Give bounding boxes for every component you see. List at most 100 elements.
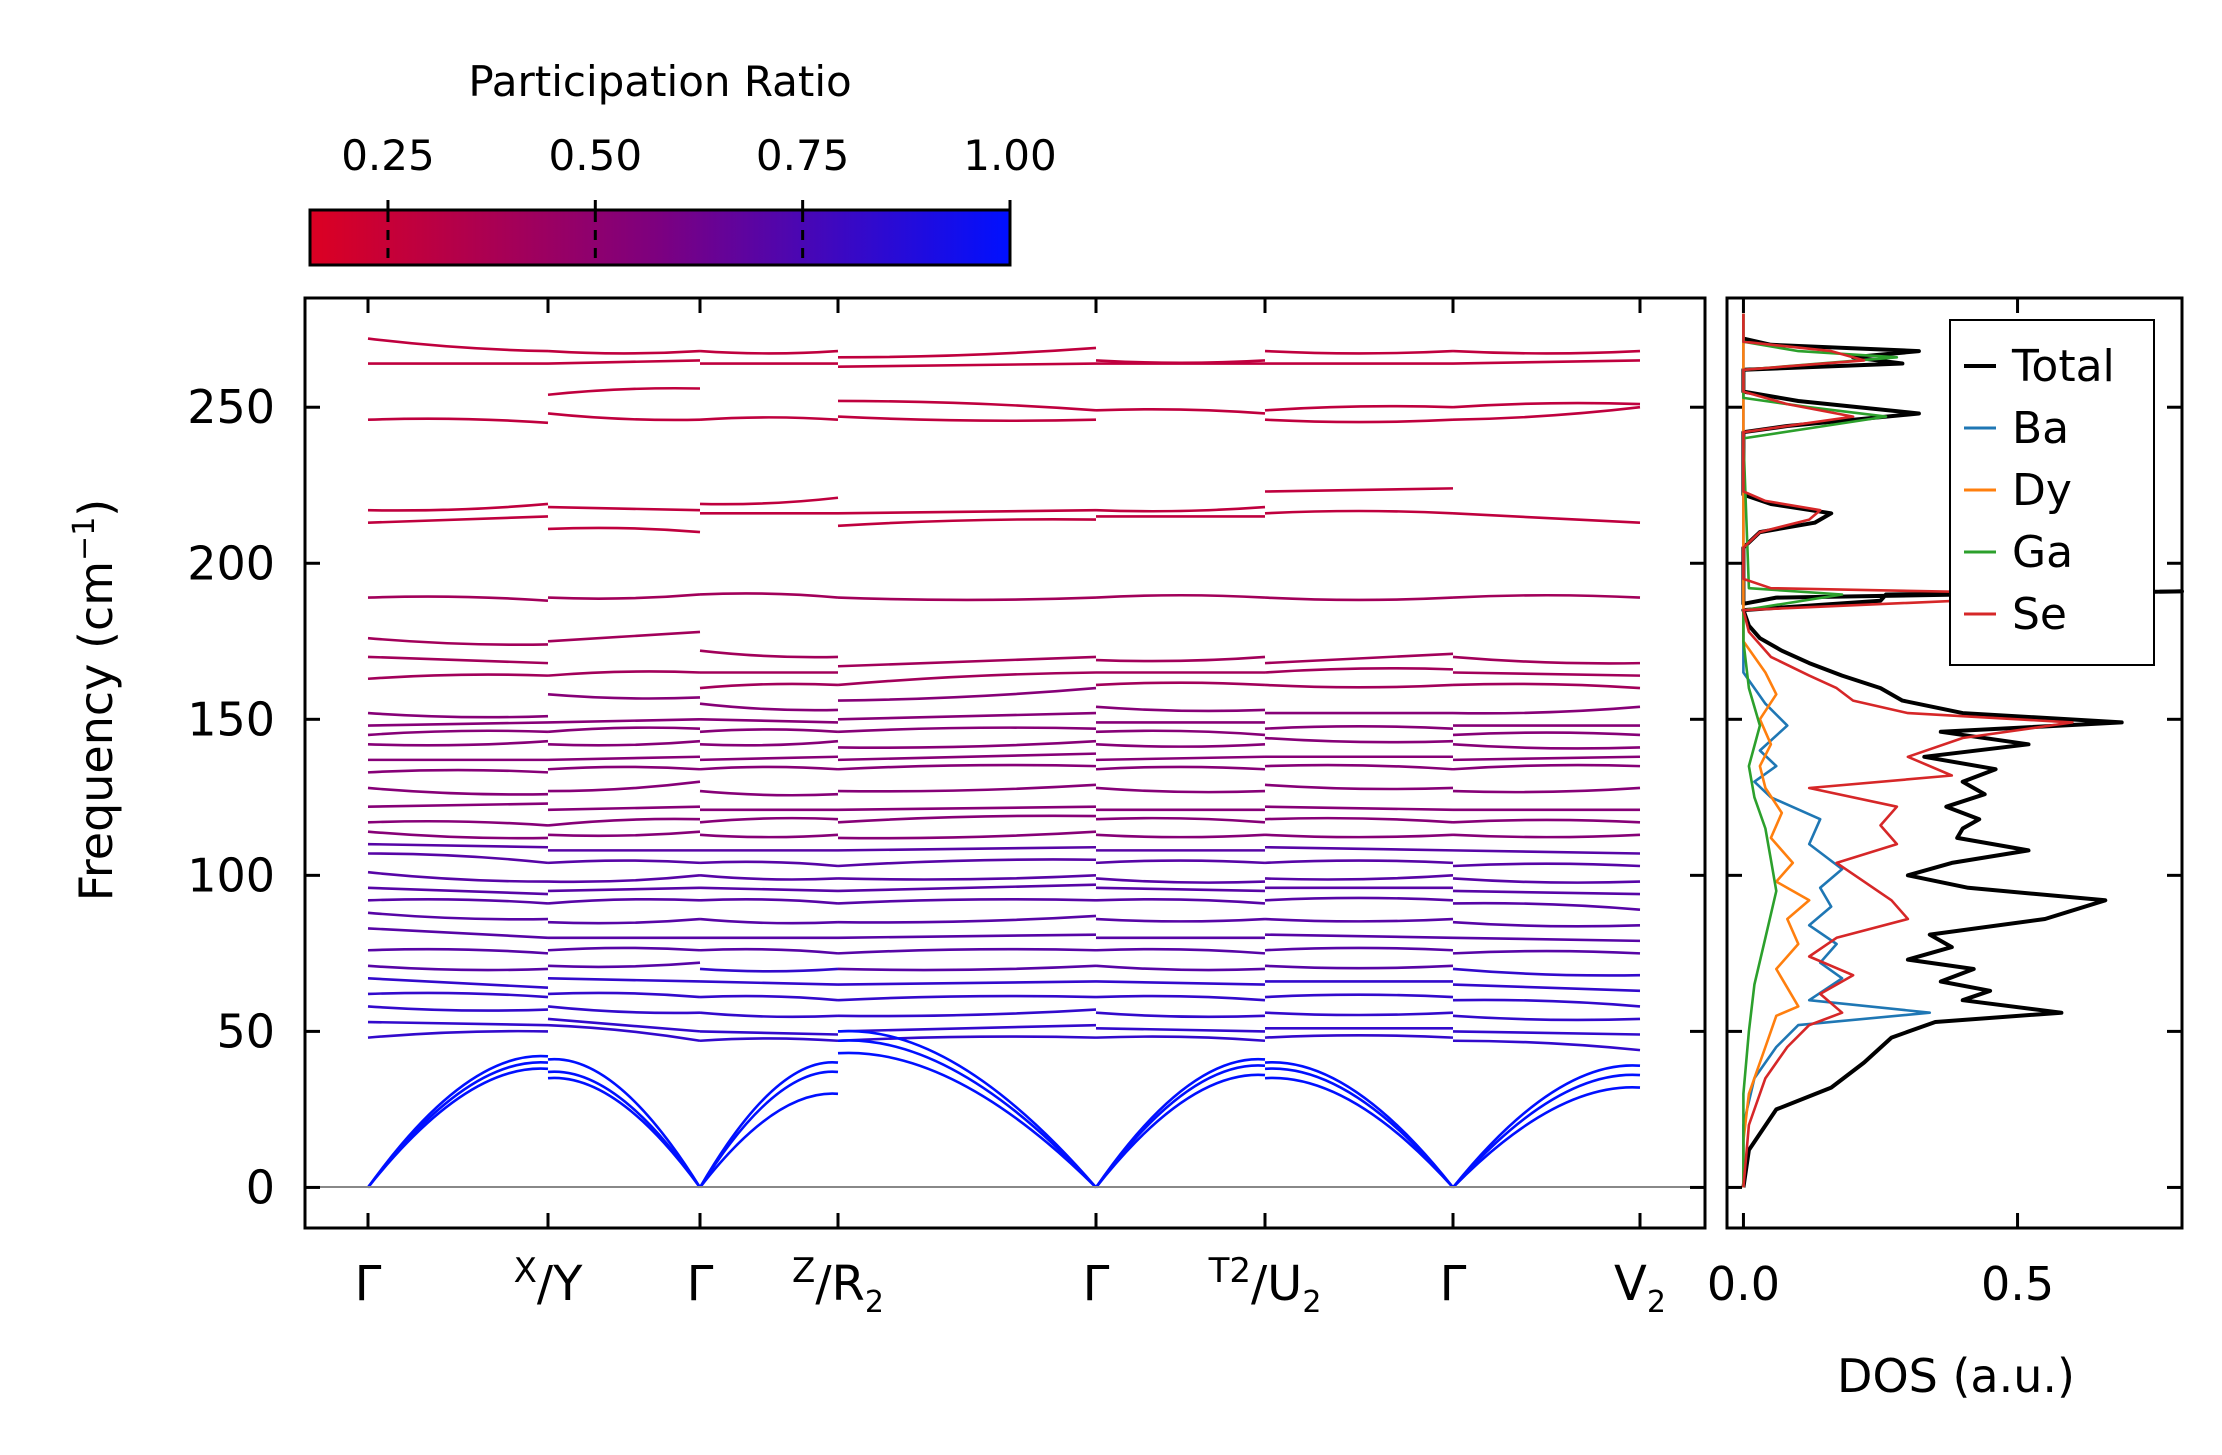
- optical-band: [367, 595, 549, 603]
- colorbar-title: Participation Ratio: [468, 57, 851, 106]
- optical-band: [1452, 705, 1641, 715]
- acoustic-band: [698, 1070, 839, 1189]
- optical-band: [547, 805, 701, 812]
- optical-band: [699, 980, 839, 986]
- optical-band: [837, 845, 1097, 852]
- optical-band: [1264, 783, 1454, 791]
- optical-band: [547, 817, 701, 827]
- optical-band: [1452, 889, 1641, 896]
- colorbar-tick-label: 0.50: [549, 131, 643, 180]
- optical-band: [367, 911, 549, 921]
- optical-band: [837, 947, 1097, 955]
- acoustic-band: [366, 1067, 549, 1189]
- optical-band: [367, 729, 549, 737]
- dos-curve-se: [1742, 313, 2102, 1188]
- band-y-tick-label: 150: [187, 692, 275, 746]
- optical-band: [547, 726, 701, 734]
- optical-band: [1452, 401, 1641, 409]
- optical-band: [367, 842, 549, 849]
- optical-band: [837, 752, 1097, 762]
- optical-band: [699, 496, 839, 506]
- optical-band: [367, 852, 549, 865]
- optical-band: [547, 897, 701, 905]
- optical-band: [837, 671, 1097, 687]
- optical-band: [547, 1023, 701, 1043]
- optical-band: [837, 655, 1097, 668]
- optical-band: [367, 991, 549, 999]
- optical-band: [547, 780, 701, 793]
- optical-band: [1452, 405, 1641, 422]
- optical-band: [1452, 901, 1641, 911]
- optical-band: [837, 964, 1097, 972]
- high-symmetry-label: X/Y: [514, 1251, 583, 1312]
- band-axes-frame: [303, 296, 1707, 1230]
- optical-band: [367, 1020, 549, 1027]
- colorbar-gradient: [308, 208, 1012, 267]
- optical-band: [1095, 705, 1266, 713]
- optical-band: [1264, 596, 1454, 602]
- optical-band: [1095, 1011, 1266, 1019]
- optical-band: [837, 518, 1097, 528]
- optical-band: [1264, 896, 1454, 902]
- optical-band: [1264, 964, 1454, 970]
- optical-band: [547, 693, 701, 700]
- optical-band: [699, 702, 839, 712]
- optical-band: [1264, 993, 1454, 999]
- acoustic-band: [1264, 1061, 1455, 1189]
- legend-box: [1949, 319, 2155, 666]
- optical-band: [1095, 964, 1266, 972]
- optical-band: [367, 673, 549, 681]
- optical-band: [699, 816, 839, 824]
- optical-band: [837, 814, 1097, 824]
- dos-legend: Total Ba Dy Ga Se: [1949, 319, 2155, 666]
- optical-band: [1095, 729, 1266, 737]
- optical-band: [1452, 671, 1641, 677]
- optical-band: [547, 349, 701, 355]
- optical-band: [1095, 886, 1266, 893]
- acoustic-band: [366, 1054, 549, 1189]
- optical-band: [699, 416, 839, 422]
- optical-band: [837, 1023, 1097, 1033]
- optical-band: [367, 870, 549, 883]
- dos-panel: 0.0 0.5 DOS (a.u.) Total Ba Dy Ga Se: [1707, 296, 2184, 1403]
- optical-band: [837, 596, 1097, 602]
- optical-band: [699, 833, 839, 839]
- optical-band: [367, 721, 549, 727]
- acoustic-band: [547, 1057, 702, 1189]
- acoustic-band: [837, 1029, 1097, 1189]
- legend-label: Se: [2012, 589, 2067, 640]
- colorbar-tick-label: 0.25: [341, 131, 435, 180]
- optical-band: [1095, 1026, 1266, 1033]
- acoustic-band: [547, 1070, 702, 1189]
- optical-band: [1452, 786, 1641, 794]
- optical-band: [699, 967, 839, 973]
- optical-band: [1264, 349, 1454, 355]
- acoustic-band: [366, 1061, 549, 1189]
- optical-band: [1095, 765, 1266, 771]
- high-symmetry-label: Γ: [1440, 1256, 1467, 1312]
- optical-band: [699, 947, 839, 955]
- optical-band: [1452, 877, 1641, 884]
- optical-band: [699, 917, 839, 925]
- band-y-tick-label: 100: [187, 848, 275, 902]
- optical-band: [1452, 731, 1641, 737]
- optical-band: [837, 739, 1097, 749]
- optical-band: [547, 917, 701, 925]
- optical-band: [1095, 786, 1266, 794]
- optical-band: [1452, 512, 1641, 524]
- optical-band: [837, 415, 1097, 423]
- optical-band: [547, 670, 701, 677]
- optical-band: [1264, 946, 1454, 952]
- optical-band: [837, 711, 1097, 721]
- optical-band: [837, 763, 1097, 771]
- optical-band: [1264, 917, 1454, 923]
- optical-band: [547, 874, 701, 884]
- optical-band: [1264, 1033, 1454, 1039]
- high-symmetry-label: Z/R2: [792, 1251, 884, 1320]
- optical-band: [837, 1008, 1097, 1018]
- optical-band: [837, 980, 1097, 986]
- optical-band: [547, 505, 701, 512]
- optical-band: [1264, 805, 1454, 812]
- colorbar-tick-label: 1.00: [963, 131, 1057, 180]
- acoustic-band: [837, 1051, 1097, 1189]
